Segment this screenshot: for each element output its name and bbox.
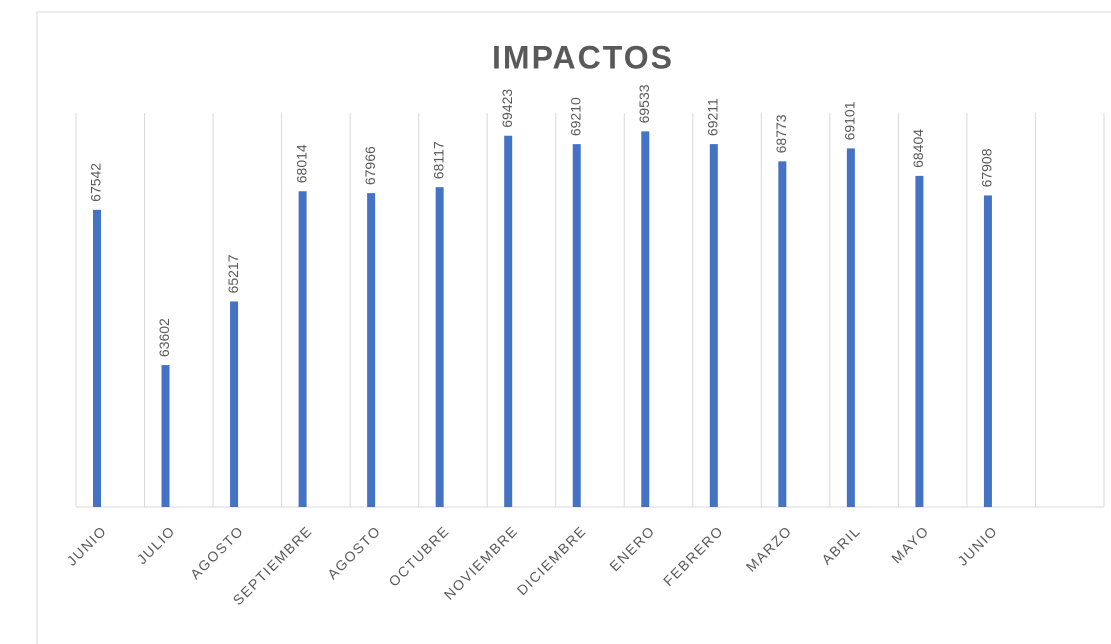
bar: [230, 301, 239, 507]
bar: [709, 144, 718, 507]
bar: [572, 144, 581, 507]
data-label: 68014: [293, 144, 309, 183]
data-label: 68404: [910, 129, 926, 168]
data-label: 63602: [156, 318, 172, 357]
data-label: 69423: [499, 89, 515, 128]
bar: [778, 161, 787, 507]
data-label: 68773: [773, 114, 789, 153]
data-label: 68117: [430, 141, 446, 179]
data-label: 67542: [88, 163, 104, 202]
bar: [367, 193, 376, 508]
data-label: 69101: [842, 101, 858, 140]
bar: [298, 191, 307, 507]
bar: [504, 135, 513, 507]
bar: [641, 131, 650, 508]
bar: [435, 187, 444, 508]
bar: [93, 209, 101, 507]
bar: [915, 175, 924, 508]
data-label: 69211: [705, 98, 721, 136]
chart-title: IMPACTOS: [492, 39, 674, 75]
bar: [161, 365, 170, 507]
bar: [983, 195, 992, 507]
data-label: 67908: [979, 148, 995, 187]
data-label: 67966: [362, 146, 378, 185]
data-label: 69533: [636, 84, 652, 123]
bar: [846, 148, 855, 507]
data-label: 69210: [567, 97, 583, 136]
data-label: 65217: [225, 254, 241, 293]
